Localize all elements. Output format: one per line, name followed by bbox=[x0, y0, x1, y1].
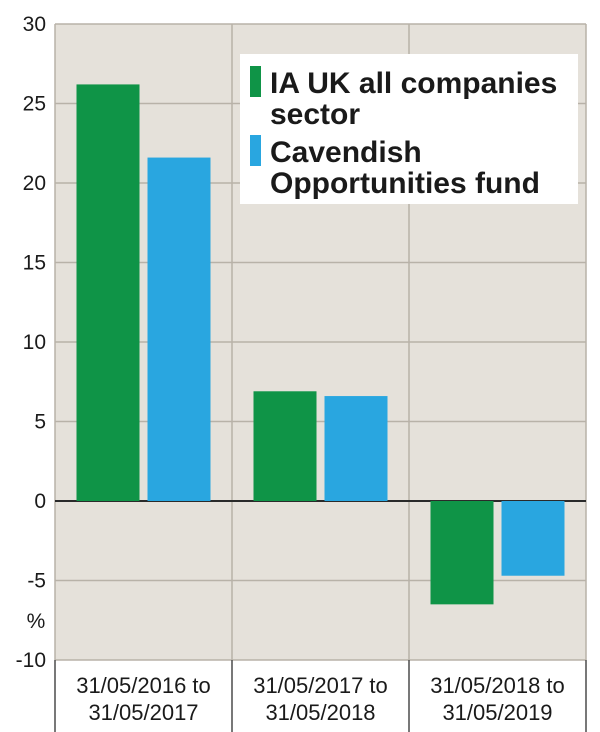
legend-label: Opportunities fund bbox=[270, 167, 540, 200]
y-tick-label: -5 bbox=[27, 570, 46, 593]
bars bbox=[76, 84, 565, 605]
legend-swatch-series-2 bbox=[250, 135, 261, 166]
x-tick-label: 31/05/2018 bbox=[265, 700, 375, 725]
y-tick-label: 10 bbox=[23, 331, 46, 354]
y-axis-unit-label: % bbox=[27, 610, 46, 633]
y-tick-label: 15 bbox=[23, 252, 46, 275]
y-tick-label: 25 bbox=[23, 93, 46, 116]
bar-series-1-category-3 bbox=[430, 501, 494, 605]
bar-series-2-category-3 bbox=[501, 501, 565, 576]
y-tick-label: 30 bbox=[23, 13, 46, 36]
bar-series-2-category-2 bbox=[324, 396, 388, 501]
x-tick-label: 31/05/2019 bbox=[442, 700, 552, 725]
bar-series-1-category-1 bbox=[76, 84, 140, 502]
bar-series-2-category-1 bbox=[147, 157, 211, 501]
y-tick-label: 0 bbox=[34, 490, 46, 513]
x-tick-label: 31/05/2016 to bbox=[76, 673, 211, 698]
legend-label: IA UK all companies bbox=[270, 67, 557, 100]
y-axis-ticks: 30 25 20 15 10 5 0 -5 -10 bbox=[16, 13, 46, 672]
legend-swatch-series-1 bbox=[250, 66, 261, 97]
legend-label: sector bbox=[270, 98, 360, 131]
legend-background bbox=[240, 54, 578, 204]
y-tick-label: 20 bbox=[23, 172, 46, 195]
x-tick-label: 31/05/2017 to bbox=[253, 673, 388, 698]
y-tick-label: -10 bbox=[16, 649, 46, 672]
bar-series-1-category-2 bbox=[253, 391, 317, 501]
x-tick-label: 31/05/2017 bbox=[88, 700, 198, 725]
x-tick-label: 31/05/2018 to bbox=[430, 673, 565, 698]
y-tick-label: 5 bbox=[34, 411, 46, 434]
legend-label: Cavendish bbox=[270, 136, 422, 169]
